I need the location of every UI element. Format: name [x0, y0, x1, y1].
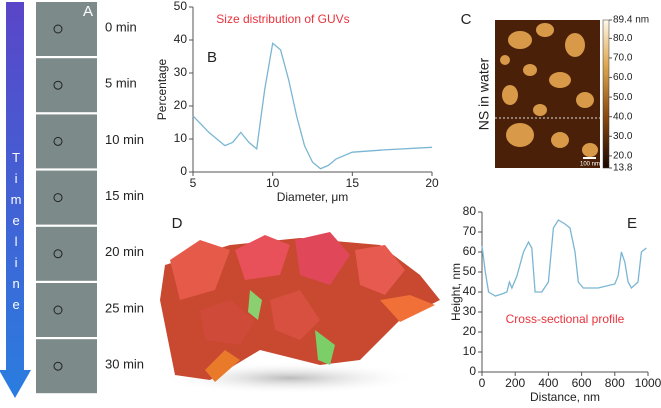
x-tick-label: 400 [538, 376, 558, 390]
y-tick-label: 70 [463, 224, 477, 238]
y-tick-label: 60 [463, 244, 477, 258]
x-tick-label: 1000 [635, 376, 661, 390]
vesicle [53, 361, 63, 371]
colorbar-tick-label: 80.0 [613, 33, 633, 44]
colorbar-tick-label: 60.0 [613, 72, 633, 83]
time-label: 25 min [105, 300, 144, 315]
colorbar-tick-label: 30.0 [613, 131, 633, 142]
x-tick-label: 600 [572, 376, 592, 390]
vesicle [53, 136, 63, 146]
panel-label: D [172, 215, 183, 232]
y-tick-label: 20 [463, 324, 477, 338]
timeline-label: Timeline [9, 150, 24, 318]
microscopy-frame [36, 114, 97, 169]
colorbar-tick-label: 20.0 [613, 151, 633, 162]
x-tick-label: 0 [479, 376, 486, 390]
colorbar-tick-label: 89.4 nm [613, 15, 649, 26]
chart-title: Cross-sectional profile [506, 312, 625, 326]
y-tick-label: 10 [463, 344, 477, 358]
microscopy-frame [36, 339, 97, 394]
y-tick-label: 30 [174, 65, 188, 79]
microscopy-frame [36, 283, 97, 337]
panel-label: C [461, 11, 472, 28]
vesicle [53, 24, 63, 34]
x-axis-label: Diameter, μm [277, 190, 349, 204]
y-tick-label: 40 [463, 284, 477, 298]
microscopy-frame [36, 2, 97, 56]
x-tick-label: 800 [605, 376, 625, 390]
x-tick-label: 20 [425, 176, 439, 190]
x-tick-label: 200 [505, 376, 525, 390]
x-tick-label: 10 [266, 176, 280, 190]
colorbar-tick-label: 70.0 [613, 53, 633, 64]
colorbar-tick-label: 13.8 [613, 163, 633, 174]
microscopy-frame [36, 226, 97, 281]
y-tick-label: 0 [469, 364, 476, 378]
colorbar-tick-label: 50.0 [613, 92, 633, 103]
data-line [481, 219, 647, 297]
colorbar-tick-label: 40.0 [613, 111, 633, 122]
panel-label: A [83, 3, 93, 20]
time-label: 15 min [105, 188, 144, 203]
y-tick-label: 10 [174, 131, 188, 145]
y-tick-label: 50 [463, 264, 477, 278]
y-axis-label: Percentage [155, 58, 169, 120]
y-tick-label: 40 [174, 32, 188, 46]
microscopy-frame [36, 58, 97, 113]
x-axis-label: Distance, nm [530, 390, 600, 404]
chart-title: Size distribution of GUVs [216, 12, 349, 26]
afm-features [500, 23, 598, 157]
scale-bar-label: 100 nm [580, 162, 600, 168]
y-tick-label: 20 [174, 98, 188, 112]
time-label: 20 min [105, 244, 144, 259]
panel-label: B [207, 49, 217, 66]
vesicle [53, 193, 63, 203]
x-tick-label: 5 [190, 176, 197, 190]
colorbar [602, 19, 610, 169]
y-tick-label: 0 [180, 164, 187, 178]
microscopy-frame [36, 170, 97, 225]
y-axis-label: Height, nm [449, 263, 463, 321]
panel-c-label: NS in water [476, 57, 492, 130]
vesicle [53, 80, 63, 90]
y-tick-label: 80 [463, 204, 477, 218]
vesicle [53, 305, 63, 315]
time-label: 10 min [105, 132, 144, 147]
surface-features [170, 232, 435, 382]
x-tick-label: 15 [346, 176, 360, 190]
time-label: 0 min [105, 19, 137, 34]
time-label: 30 min [105, 357, 144, 372]
panel-label: E [627, 215, 637, 232]
time-label: 5 min [105, 76, 137, 91]
y-tick-label: 50 [174, 0, 188, 13]
vesicle [53, 249, 63, 259]
data-line [192, 42, 433, 170]
y-tick-label: 30 [463, 304, 477, 318]
timeline-arrow [0, 2, 31, 398]
